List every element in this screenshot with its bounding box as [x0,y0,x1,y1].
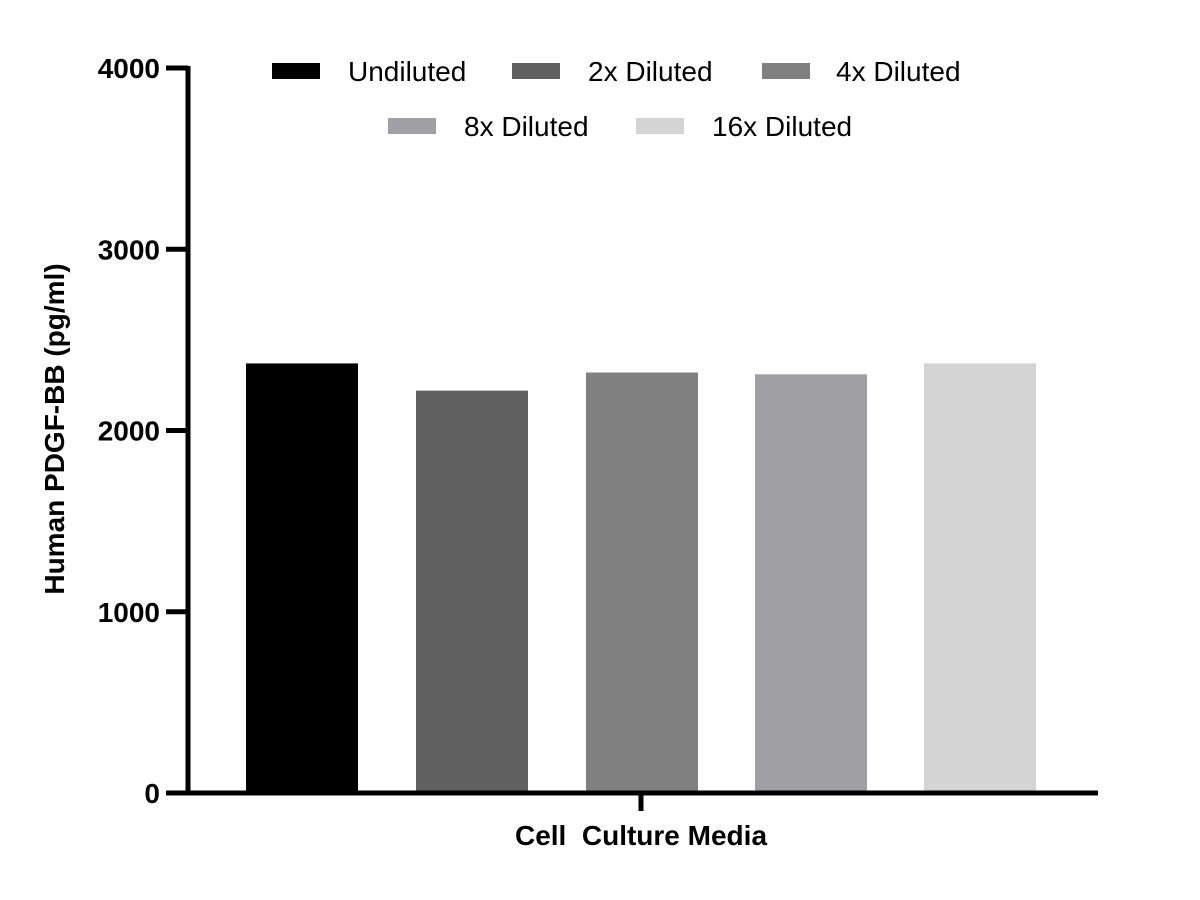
y-tick-label: 4000 [98,53,160,84]
legend-label: 16x Diluted [712,111,852,142]
legend-swatch [388,118,436,134]
y-tick-label: 0 [144,778,160,809]
y-tick-label: 1000 [98,597,160,628]
y-tick-label: 3000 [98,234,160,265]
legend-label: 4x Diluted [836,56,961,87]
legend-swatch [762,63,810,79]
y-tick-label: 2000 [98,416,160,447]
y-ticks: 0 1000 2000 3000 4000 [98,53,188,809]
legend-swatch [512,63,560,79]
bar [924,363,1036,793]
bar [246,363,358,793]
legend-label: Undiluted [348,56,466,87]
legend: Undiluted 2x Diluted 4x Diluted 8x Diluted 1… [272,56,961,142]
legend-label: 8x Diluted [464,111,589,142]
legend-swatch [636,118,684,134]
legend-label: 2x Diluted [588,56,713,87]
y-axis-title: Human PDGF-BB (pg/ml) [39,263,70,594]
x-axis-title: Cell Culture Media [515,820,767,851]
bar [755,374,867,793]
bar [416,390,528,793]
legend-swatch [272,63,320,79]
bars [246,363,1036,793]
bar [586,372,698,793]
